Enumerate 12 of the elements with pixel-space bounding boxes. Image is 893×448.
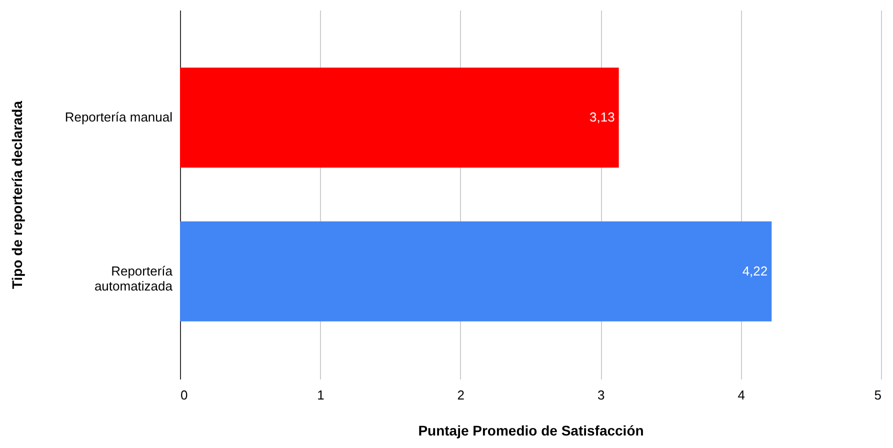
x-tick-label: 5: [874, 388, 882, 402]
data-label: 3,13: [590, 110, 615, 125]
y-tick-label: Reportería manual: [64, 110, 173, 125]
y-tick-label: Reportería automatizada: [94, 263, 174, 294]
x-tick-label: 1: [317, 388, 324, 402]
x-axis-title: Puntaje Promedio de Satisfacción: [418, 422, 644, 438]
x-tick-label: 0: [180, 388, 188, 402]
x-tick-label: 3: [597, 388, 605, 402]
data-label: 4,22: [742, 263, 768, 278]
x-tick-label: 4: [738, 388, 745, 402]
y-axis-title: Tipo de reportería declarada: [8, 100, 25, 290]
x-tick-label: 2: [457, 388, 465, 402]
